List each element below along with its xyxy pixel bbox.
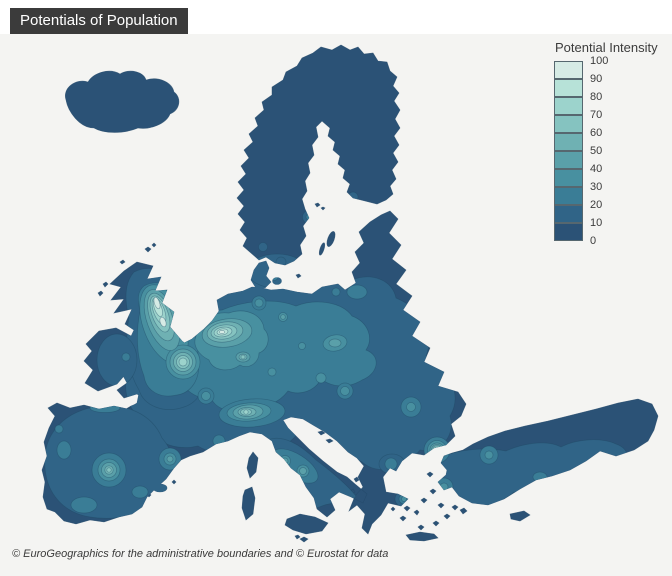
contour-ankara-l3: [484, 450, 494, 460]
contour-london-south-l9: [159, 316, 167, 328]
contour-frankfurt-l6: [240, 354, 246, 360]
land-iceland: [64, 70, 180, 133]
contour-helsinki-l1: [347, 191, 359, 203]
contour-stockholm-l1: [302, 210, 316, 224]
legend-cell: [554, 205, 583, 223]
legend-cell: [554, 133, 583, 151]
contour-izmir-l3: [439, 482, 449, 492]
contour-lyon-l3: [201, 391, 211, 401]
contour-anatolia-l1: [420, 439, 628, 510]
contour-london-l9: [153, 296, 161, 310]
land-sardinia: [241, 486, 256, 521]
contour-se-turkey-l2: [532, 471, 548, 483]
legend-tick-label: 90: [590, 73, 603, 85]
contour-layers: [44, 191, 628, 519]
contour-rome-l3: [279, 455, 291, 467]
contour-lisbon-l2: [56, 440, 72, 460]
contour-prague-l3: [298, 342, 306, 350]
page-title: Potentials of Population: [10, 8, 188, 34]
contour-valencia-l2: [131, 485, 149, 499]
legend-tick-label: 20: [590, 199, 603, 211]
legend-cell: [554, 61, 583, 79]
legend-tick-label: 30: [590, 181, 603, 193]
contour-benelux-l9: [218, 330, 226, 334]
contour-istanbul-l8: [434, 447, 440, 453]
contour-bucharest-l3: [406, 402, 416, 412]
land-sicily: [284, 513, 329, 535]
contour-copenhagen-l2: [269, 271, 279, 281]
contour-oslo-l1: [258, 242, 268, 252]
contour-budapest-l3: [340, 386, 350, 396]
land-crete: [405, 531, 439, 542]
contour-warsaw-l2: [346, 284, 368, 300]
land-oland: [317, 241, 327, 257]
land-corsica: [246, 451, 259, 479]
legend-cell: [554, 97, 583, 115]
contour-dublin-l2: [121, 352, 131, 362]
legend-tick-label: 60: [590, 127, 603, 139]
land-gotland: [324, 229, 338, 249]
legend-title: Potential Intensity: [555, 40, 658, 55]
legend-tick-label: 50: [590, 145, 603, 157]
contour-po-valley-l7: [243, 409, 249, 415]
contour-istanbul-l7: [433, 446, 441, 454]
contour-ireland-l1: [96, 333, 138, 387]
legend-tick-label: 10: [590, 217, 603, 229]
landmass-europe: [41, 44, 659, 543]
contour-thessaloniki-l2: [384, 457, 398, 471]
legend-tick-label: 0: [590, 235, 597, 247]
legend-cell: [554, 187, 583, 205]
legend-cell: [554, 115, 583, 133]
legend-tick-label: 70: [590, 109, 603, 121]
contour-madrid-l6: [106, 467, 112, 473]
contour-gdansk-l2: [331, 287, 341, 297]
contour-asturias-l2: [89, 403, 121, 413]
contour-paris-l7: [178, 357, 188, 367]
contour-porto-l2: [54, 424, 64, 434]
legend-cell: [554, 79, 583, 97]
legend-swatches: [554, 61, 583, 241]
attribution-text: © EuroGeographics for the administrative…: [12, 548, 389, 560]
contour-athens-l3: [401, 496, 407, 502]
legend: Potential Intensity 100 90 80 70 60 50 40 30 20 1…: [550, 40, 668, 251]
contour-riga-l1: [355, 237, 365, 247]
contour-hamburg-l3: [254, 298, 264, 308]
contour-marseille-l2: [212, 434, 226, 448]
legend-body: 100 90 80 70 60 50 40 30 20 10 0: [550, 56, 668, 251]
legend-cell: [554, 223, 583, 241]
contour-munich-l3: [267, 367, 277, 377]
contour-barcelona-l4: [166, 455, 174, 463]
small-islands-north: [97, 202, 326, 297]
legend-ticks: 100 90 80 70 60 50 40 30 20 10 0: [590, 56, 630, 247]
legend-tick-label: 40: [590, 163, 603, 175]
contour-naples-l4: [299, 467, 307, 475]
contour-level-9: [153, 296, 226, 334]
contour-silesia-l4: [328, 338, 342, 348]
legend-tick-label: 80: [590, 91, 603, 103]
contour-stockholm-l2: [305, 213, 313, 221]
legend-cell: [554, 151, 583, 169]
contour-oresund-l1: [275, 256, 287, 268]
legend-cell: [554, 169, 583, 187]
land-cyprus: [509, 510, 531, 522]
small-islands-malta: [294, 534, 309, 543]
contour-berlin-l4: [280, 314, 286, 320]
contour-vienna-l3: [315, 372, 327, 384]
contour-seville-l2: [70, 496, 98, 514]
legend-tick-label: 100: [590, 55, 609, 67]
